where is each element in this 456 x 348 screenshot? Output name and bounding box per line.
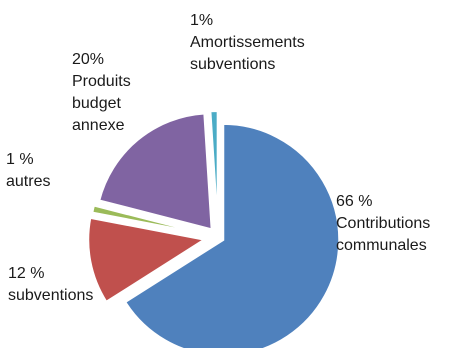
pie-slice-2 [91, 204, 207, 236]
slice-label-0-line-2: communales [336, 237, 427, 254]
slice-label-1: 12 % subventions [8, 265, 93, 304]
slice-label-4-line-1: Amortissements [190, 34, 305, 51]
slice-label-4: 1% Amortissements subventions [190, 12, 305, 73]
slice-label-2-line-1: autres [6, 173, 50, 190]
slice-label-3: 20% Produits budget annexe [72, 51, 131, 134]
slice-label-3-line-1: Produits [72, 73, 131, 90]
slice-label-3-line-0: 20% [72, 51, 104, 68]
slice-label-2-line-0: 1 % [6, 151, 34, 168]
slice-label-0-line-1: Contributions [336, 215, 430, 232]
slice-label-4-line-0: 1% [190, 12, 213, 29]
slice-label-0: 66 % Contributions communales [336, 193, 430, 254]
pie-slice-1 [87, 216, 207, 304]
pie-slice-3 [98, 112, 213, 231]
pie-slices [87, 110, 341, 348]
pie-slice-0 [123, 122, 341, 348]
slice-label-3-line-3: annexe [72, 117, 125, 134]
slice-label-3-line-2: budget [72, 95, 121, 112]
slice-label-2: 1 % autres [6, 151, 50, 190]
slice-label-1-line-1: subventions [8, 287, 93, 304]
pie-labels: 66 % Contributions communales 12 % subventio… [6, 12, 430, 304]
slice-label-1-line-0: 12 % [8, 265, 44, 282]
slice-label-4-line-2: subventions [190, 56, 275, 73]
slice-label-0-line-0: 66 % [336, 193, 372, 210]
pie-slice-4 [209, 110, 219, 228]
